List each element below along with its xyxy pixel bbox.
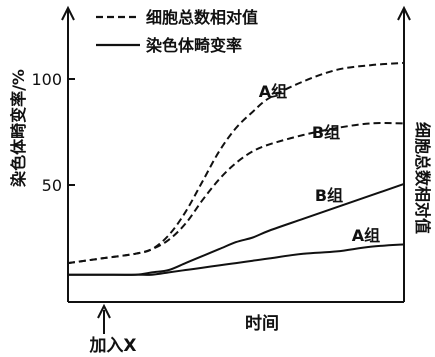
series-a-cell-count-line xyxy=(67,61,405,265)
right-y-axis-arrow xyxy=(397,5,411,21)
add-x-arrow-head xyxy=(97,303,111,319)
y-tick-label-50: 50 xyxy=(42,176,62,195)
x-axis-label: 时间 xyxy=(245,313,279,334)
legend: 细胞总数相对值 染色体畸变率 xyxy=(96,8,258,55)
series-a-aberration-line xyxy=(68,243,405,276)
series-layer xyxy=(67,61,405,276)
series-label-b-aberration: B组 xyxy=(315,186,343,205)
add-x-label: 加入X xyxy=(88,336,136,356)
legend-label-cell-count: 细胞总数相对值 xyxy=(146,8,258,27)
axes xyxy=(61,5,411,303)
left-y-axis-label: 染色体畸变率/% xyxy=(9,69,28,188)
left-y-ticks: 100 50 xyxy=(31,70,75,195)
series-label-a-cell-count: A组 xyxy=(259,82,287,101)
series-label-a-aberration: A组 xyxy=(352,226,380,245)
legend-label-aberration-rate: 染色体畸变率 xyxy=(145,36,242,55)
series-label-b-cell-count: B组 xyxy=(312,123,340,142)
left-y-axis-arrow xyxy=(61,5,75,21)
right-y-axis-label: 细胞总数相对值 xyxy=(413,122,432,234)
y-tick-label-100: 100 xyxy=(31,70,62,89)
add-x-marker: 加入X xyxy=(88,303,137,356)
